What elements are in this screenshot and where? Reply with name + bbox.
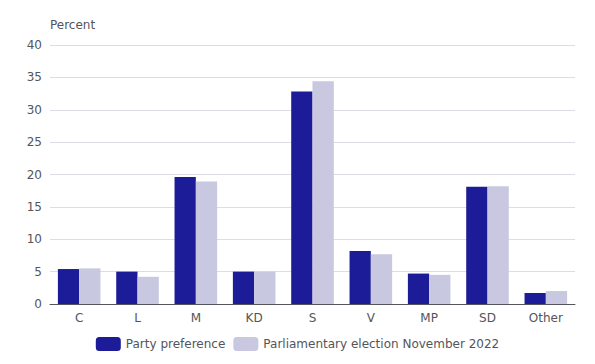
svg-text:5: 5 xyxy=(34,265,42,279)
svg-text:L: L xyxy=(134,311,141,325)
svg-text:Party preference: Party preference xyxy=(126,337,226,351)
svg-text:MP: MP xyxy=(420,311,438,325)
svg-text:Percent: Percent xyxy=(50,18,95,32)
svg-text:35: 35 xyxy=(27,70,42,84)
svg-text:20: 20 xyxy=(27,168,42,182)
svg-text:M: M xyxy=(191,311,201,325)
svg-text:C: C xyxy=(75,311,83,325)
svg-text:10: 10 xyxy=(27,232,42,246)
svg-text:Parliamentary election Novembe: Parliamentary election November 2022 xyxy=(263,337,499,351)
svg-text:SD: SD xyxy=(479,311,496,325)
svg-text:30: 30 xyxy=(27,103,42,117)
svg-text:Other: Other xyxy=(529,311,563,325)
svg-text:25: 25 xyxy=(27,135,42,149)
svg-text:V: V xyxy=(367,311,376,325)
svg-text:15: 15 xyxy=(27,200,42,214)
svg-text:KD: KD xyxy=(246,311,263,325)
svg-text:40: 40 xyxy=(27,38,42,52)
svg-text:0: 0 xyxy=(34,297,42,311)
svg-text:S: S xyxy=(309,311,317,325)
